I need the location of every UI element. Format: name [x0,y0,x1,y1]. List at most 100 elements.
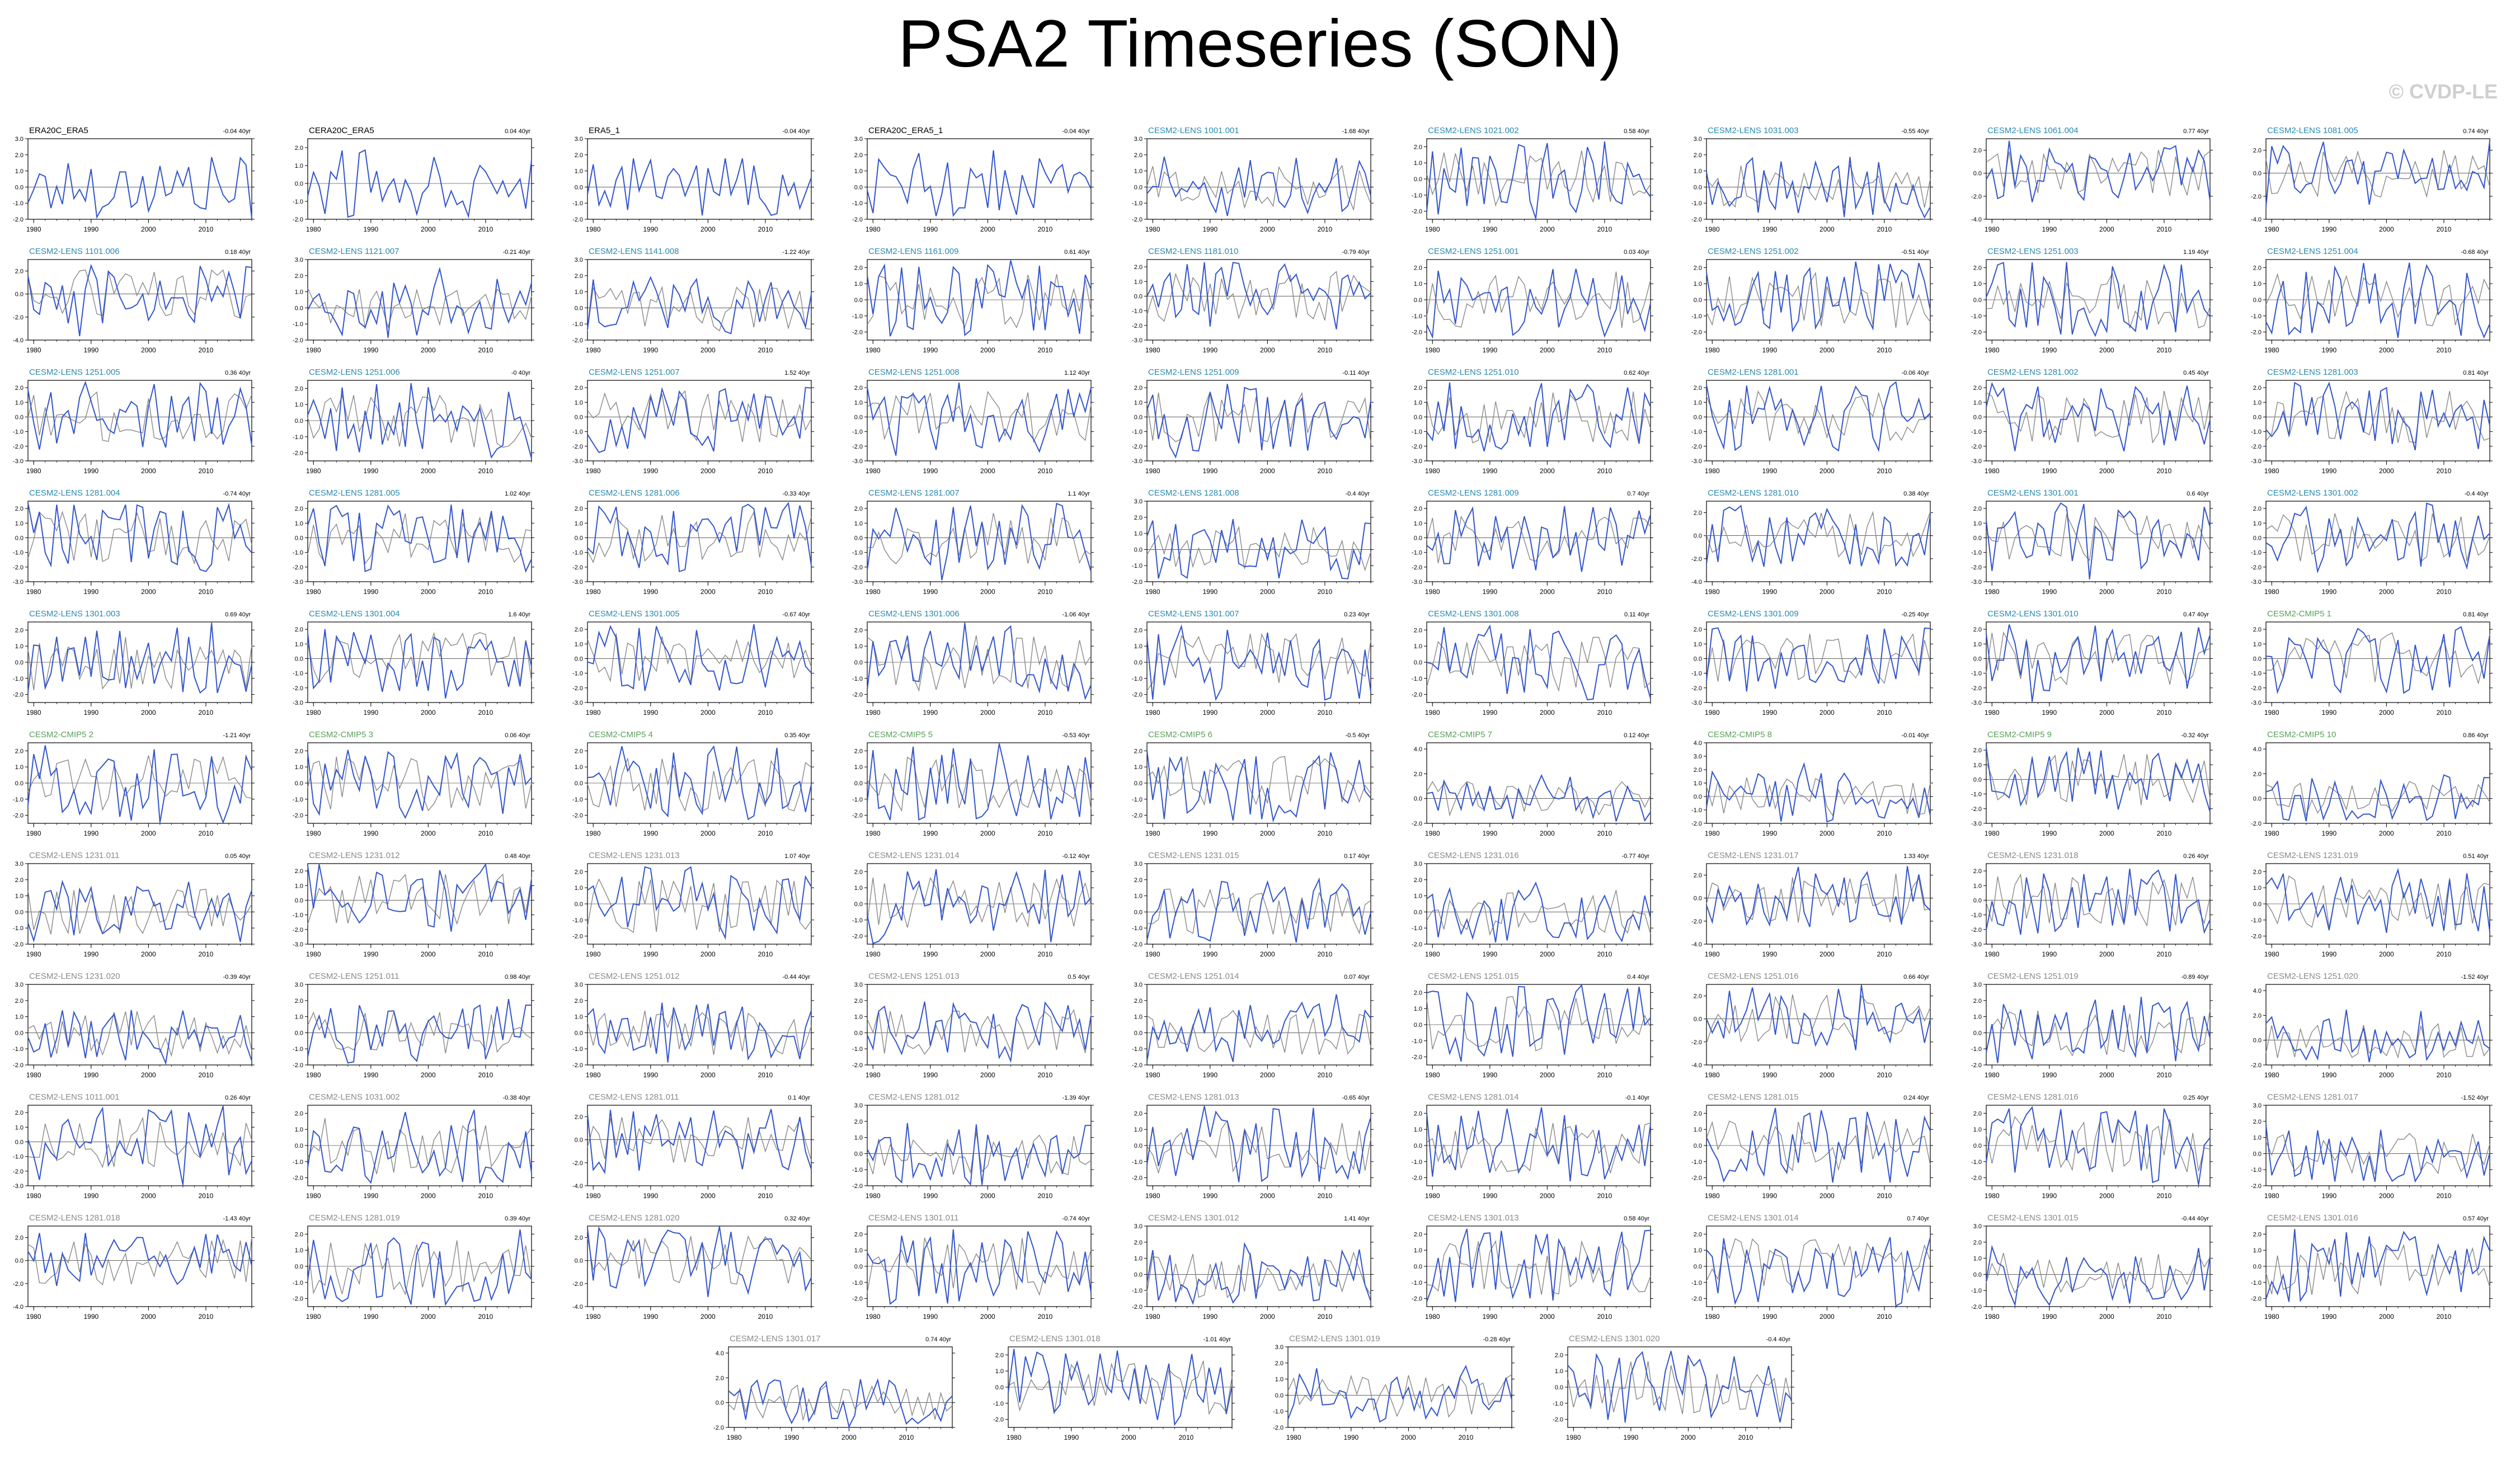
x-tick-label: 1980 [586,346,601,354]
x-tick-label: 1990 [923,346,938,354]
y-tick-label: 0.0 [15,414,23,421]
model-series-line [307,266,532,338]
model-series-line [1426,268,1651,340]
model-series-line [1146,994,1371,1062]
y-tick-label: -2.0 [1971,1175,1982,1182]
y-tick-label: 1.0 [1414,399,1422,406]
obs-series-line [1146,1119,1371,1175]
panel-trend-label: -1.06 40yr [1062,611,1090,618]
x-tick-label: 1980 [1705,829,1720,837]
panel-trend-label: 0.74 40yr [925,1336,951,1343]
timeseries-panel: CESM2-LENS 1301.001 0.6 40yr 2.0 1.0 0.0 -1.0… [1971,488,2213,596]
panel-frame [2265,621,2490,703]
y-tick-label: 0.0 [295,780,303,787]
y-tick-label: -1.0 [1132,925,1143,932]
panel-frame [2265,380,2490,461]
y-tick-label: 2.0 [1414,627,1422,634]
panel-title: CESM2-CMIP5 6 [1148,730,1212,739]
y-tick-label: 0.0 [1694,297,1702,304]
y-tick-label: -2.0 [13,1281,23,1288]
panel-trend-label: 1.52 40yr [784,370,810,376]
panel-title: CESM2-LENS 1081.005 [2267,126,2358,135]
panel-frame [27,138,252,220]
panel-frame [1287,1346,1512,1428]
x-tick-label: 1980 [1705,225,1720,233]
obs-series-line [1706,994,1931,1044]
x-tick-label: 1980 [306,467,321,475]
panel-frame [1706,863,1931,945]
x-tick-label: 1990 [2321,709,2336,716]
panel-title: CESM2-LENS 1281.006 [589,488,680,498]
x-tick-label: 1980 [1425,709,1440,716]
x-tick-label: 2000 [2099,1192,2114,1200]
x-tick-label: 1990 [2321,950,2336,958]
model-series-line [1706,261,1931,333]
y-tick-label: -2.0 [852,1183,863,1190]
y-tick-label: 0.0 [295,656,303,662]
y-tick-label: -1.0 [852,1167,863,1173]
panel-title: CESM2-LENS 1251.002 [1708,247,1799,256]
y-tick-label: -2.0 [1971,806,1982,813]
y-tick-label: -2.0 [293,927,303,934]
x-tick-label: 1980 [306,588,321,596]
y-tick-label: 1.0 [1414,160,1422,167]
y-tick-label: -3.0 [1132,458,1143,465]
y-tick-label: 3.0 [575,982,583,988]
obs-series-line [587,633,812,684]
panel-trend-label: 0.7 40yr [1907,1215,1929,1222]
y-tick-label: 2.0 [1694,265,1702,271]
y-tick-label: -1.0 [13,200,23,207]
panel-trend-label: -0.1 40yr [1625,1095,1650,1101]
panel-frame [1146,138,1371,220]
x-tick-label: 1980 [26,829,41,837]
obs-series-line [1426,781,1651,817]
y-tick-label: 2.0 [1973,747,1982,754]
x-tick-label: 2000 [1540,467,1555,475]
y-tick-label: -2.0 [13,444,23,450]
x-tick-label: 2000 [2379,467,2394,475]
y-tick-label: 0.0 [1973,297,1982,304]
x-tick-label: 2010 [1038,1071,1053,1079]
panel-title: CESM2-LENS 1301.009 [1708,609,1799,619]
x-tick-label: 2010 [758,467,773,475]
panel-trend-label: 0.61 40yr [1064,249,1090,256]
model-series-line [27,263,252,337]
y-tick-label: 0.0 [854,184,863,191]
x-tick-label: 1980 [306,950,321,958]
panel-title: CESM2-LENS 1231.012 [309,851,400,860]
x-tick-label: 2010 [1318,1071,1333,1079]
y-tick-label: -1.0 [852,917,863,924]
y-tick-label: 2.0 [2253,869,2262,875]
y-tick-label: -2.0 [1132,941,1143,948]
y-tick-label: 0.0 [295,418,303,425]
model-series-line [867,383,1092,456]
timeseries-panel: CESM2-LENS 1301.015 -0.44 40yr 3.0 2.0 1.0 0.… [1971,1213,2213,1321]
obs-series-line [307,1240,532,1296]
y-tick-label: -1.0 [572,200,583,207]
panel-frame [1146,984,1371,1066]
y-tick-label: -3.0 [1132,337,1143,344]
x-tick-label: 1990 [1482,1313,1497,1321]
x-tick-label: 1980 [306,346,321,354]
x-tick-label: 2010 [1597,709,1612,716]
x-tick-label: 1980 [866,709,881,716]
x-tick-label: 2000 [141,467,156,475]
x-tick-label: 2000 [1260,709,1275,716]
y-tick-label: 1.0 [1134,1256,1143,1262]
y-tick-label: -2.0 [2251,1296,2262,1303]
panel-title: CESM2-LENS 1301.020 [1569,1334,1660,1344]
y-tick-label: 2.0 [1694,1110,1702,1117]
y-tick-label: -3.0 [1971,458,1982,465]
y-tick-label: -2.0 [1971,564,1982,571]
panel-title: CESM2-LENS 1181.010 [1148,247,1238,256]
y-tick-label: 0.0 [716,1400,724,1407]
panel-frame [27,259,252,341]
x-tick-label: 2000 [980,829,995,837]
model-series-line [1986,502,2211,579]
x-tick-label: 1990 [363,709,378,716]
x-tick-label: 2000 [1260,346,1275,354]
x-tick-label: 1990 [2321,1313,2336,1321]
model-series-line [2265,140,2490,207]
y-tick-label: 0.0 [1414,796,1422,803]
y-tick-label: -1.0 [13,925,23,932]
